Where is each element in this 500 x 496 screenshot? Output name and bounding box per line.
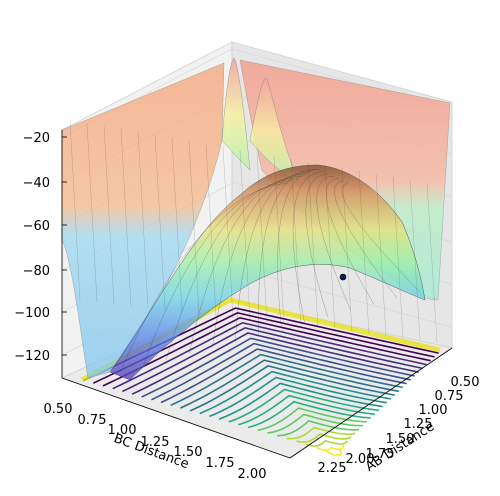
saddle-point-marker (339, 273, 347, 281)
ab-axis-line (289, 347, 453, 459)
contour-line (170, 353, 403, 407)
bc-tick-label: 0.50 (44, 402, 73, 417)
surface-wire (120, 128, 132, 307)
surface-wire (165, 178, 298, 360)
contour-line (112, 321, 427, 390)
bc-tick-label: 1.50 (174, 445, 203, 460)
contour-line (218, 382, 383, 420)
contour-line (209, 376, 387, 418)
surface-wire (86, 122, 98, 303)
surface-wire (103, 125, 115, 305)
ab-tick-label: 1.75 (366, 447, 395, 462)
ab-tick-label: 0.75 (435, 389, 464, 404)
contour-line (131, 332, 419, 395)
contour-line (189, 365, 395, 412)
surface-wire (171, 137, 183, 313)
contour-line (141, 337, 415, 398)
surface-wire (341, 167, 353, 333)
contour-line (324, 448, 343, 457)
surface-wire (69, 119, 81, 301)
surface-wire (235, 171, 312, 342)
surface-spike (221, 57, 251, 171)
bc-tick-label: 1.75 (206, 456, 235, 471)
contour-line (305, 439, 348, 447)
surface-wire (409, 179, 421, 341)
surface-wire (375, 173, 387, 337)
energy-surface (61, 57, 451, 381)
surface-wire (324, 164, 336, 331)
z-tick-label: −60 (23, 219, 50, 234)
contour-line (102, 316, 431, 387)
surface-wire (392, 176, 404, 339)
z-tick-label: −120 (14, 349, 50, 364)
ab-tick-label: 2.25 (318, 461, 347, 476)
z-tick-label: −40 (23, 176, 50, 191)
surface-wire (307, 161, 319, 329)
contour-line (315, 444, 344, 452)
tick-labels: −20−40−60−80−100−1200.500.751.001.251.50… (14, 131, 479, 482)
surface-wire (142, 180, 293, 366)
surface-wire (154, 134, 166, 311)
bc-tick-label: 0.75 (78, 413, 107, 428)
contour-line (277, 420, 360, 437)
bc-tick-label: 1.25 (141, 435, 170, 450)
grid-line (231, 266, 453, 328)
surface-wire (258, 168, 316, 336)
contour-line (199, 370, 391, 415)
contour-line (267, 413, 363, 434)
surface-spike (249, 77, 301, 186)
surface-wire (119, 182, 289, 373)
contour-line (160, 348, 407, 404)
ab-tick-label: 1.25 (404, 417, 433, 432)
surface-wire (212, 173, 307, 348)
contour-line (296, 433, 352, 443)
bc-axis-line (61, 377, 291, 459)
ab-tick-label: 2.00 (346, 452, 375, 467)
z-tick-label: −100 (14, 306, 50, 321)
surface-wire (273, 155, 285, 325)
ab-tick-label: 1.50 (386, 432, 415, 447)
ab-tick-label: 1.00 (419, 403, 448, 418)
surface-wire (137, 131, 149, 309)
bc-tick-label: 1.00 (108, 423, 137, 438)
z-tick-label: −20 (23, 131, 50, 146)
surface-dome (109, 164, 426, 381)
surface-wire (222, 146, 234, 319)
z-tick-label: −80 (23, 264, 50, 279)
surface-wire (358, 170, 370, 335)
surface-wire (188, 140, 200, 315)
contour-line (180, 359, 399, 409)
contour-line (122, 327, 423, 393)
surface-wire (256, 152, 268, 323)
contour-line (238, 394, 375, 426)
contour-line (247, 400, 371, 429)
floor-contours (80, 297, 441, 457)
contour-line (228, 388, 379, 423)
bc-tick-label: 2.00 (238, 467, 267, 482)
surface-wire (277, 168, 321, 329)
surface-wire (205, 143, 217, 317)
surface-wire (426, 182, 438, 343)
contour-line (151, 342, 411, 401)
surface-wire (290, 158, 302, 327)
surface-wire (239, 149, 251, 321)
contour-line (286, 426, 356, 440)
ab-tick-label: 0.50 (451, 375, 480, 390)
